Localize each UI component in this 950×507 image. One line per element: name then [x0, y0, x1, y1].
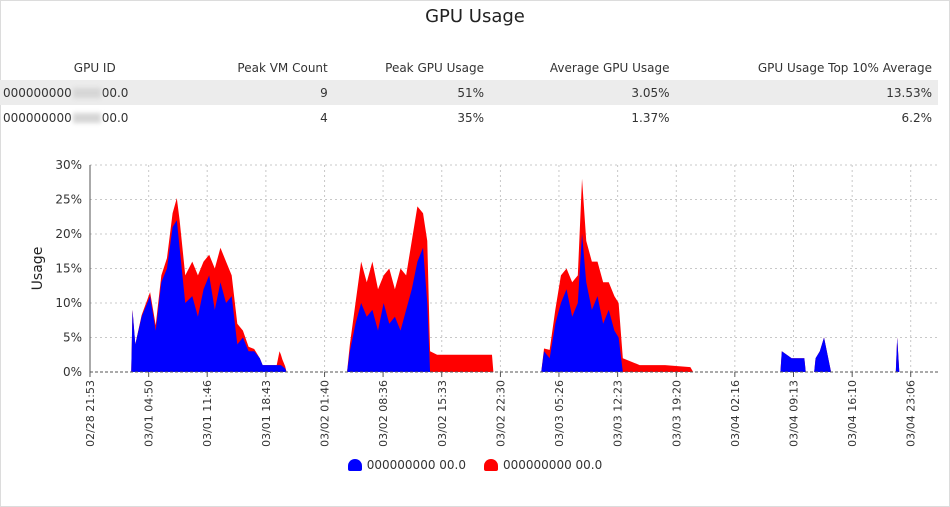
legend-swatch-series-1 — [347, 459, 362, 471]
table-header-row: GPU ID Peak VM Count Peak GPU Usage Aver… — [0, 56, 938, 80]
legend-swatch-series-2 — [484, 459, 498, 471]
chart-legend: 000000000 00.0 000000000 00.0 — [0, 458, 950, 472]
peak-vm-count-cell: 4 — [320, 110, 328, 125]
area-series-2 — [131, 178, 900, 372]
x-tick-label: 03/03 19:20 — [670, 380, 683, 447]
y-tick-label: 0% — [63, 365, 82, 379]
y-tick-label: 25% — [55, 193, 82, 207]
y-tick-label: 10% — [55, 296, 82, 310]
y-tick-label: 20% — [55, 227, 82, 241]
x-tick-label: 03/01 11:46 — [201, 380, 214, 447]
y-tick-label: 30% — [55, 158, 82, 172]
average-gpu-usage-cell: 1.37% — [631, 110, 670, 125]
column-header-top10-average: GPU Usage Top 10% Average — [757, 61, 932, 75]
x-tick-label: 03/04 09:13 — [788, 380, 801, 447]
y-tick-label: 15% — [55, 262, 82, 276]
redacted-id-segment — [72, 113, 101, 123]
table-row[interactable]: 000000000 00.0 4 35% 1.37% 6.2% — [0, 105, 938, 130]
column-header-peak-vm-count: Peak VM Count — [237, 61, 328, 75]
column-header-average-gpu-usage: Average GPU Usage — [549, 61, 670, 75]
x-tick-label: 03/02 15:33 — [436, 380, 449, 447]
peak-gpu-usage-cell: 35% — [457, 110, 484, 125]
x-tick-label: 03/03 12:23 — [612, 380, 625, 447]
x-tick-label: 03/04 23:06 — [905, 380, 918, 447]
x-tick-label: 03/02 01:40 — [319, 380, 332, 447]
top10-average-cell: 13.53% — [675, 80, 938, 105]
gpu-summary-table: GPU ID Peak VM Count Peak GPU Usage Aver… — [0, 56, 938, 130]
legend-label-series-2: 000000000 00.0 — [503, 458, 603, 472]
x-tick-label: 03/03 05:26 — [553, 380, 566, 447]
x-tick-label: 03/02 08:36 — [377, 380, 390, 447]
gpu-id-cell: 000000000 00.0 — [0, 80, 190, 105]
page-title: GPU Usage — [425, 6, 525, 27]
average-gpu-usage-cell: 3.05% — [489, 80, 676, 105]
x-tick-label: 03/04 02:16 — [729, 380, 742, 447]
table-row[interactable]: 000000000 00.0 9 51% 3.05% 13.53% — [0, 80, 938, 105]
x-tick-label: 03/04 16:10 — [846, 380, 859, 447]
top10-average-cell: 6.2% — [901, 110, 933, 125]
x-tick-label: 02/28 21:53 — [84, 380, 97, 447]
y-axis-label: Usage — [30, 247, 46, 291]
column-header-gpu-id: GPU ID — [73, 61, 116, 75]
x-tick-label: 03/02 22:30 — [494, 380, 507, 447]
legend-label-series-1: 000000000 00.0 — [366, 458, 466, 472]
redacted-id-segment — [72, 88, 101, 98]
column-header-peak-gpu-usage: Peak GPU Usage — [385, 61, 484, 75]
x-tick-label: 03/01 18:43 — [260, 380, 273, 447]
x-tick-label: 03/01 04:50 — [143, 380, 156, 447]
legend-item-series-1[interactable]: 000000000 00.0 — [347, 458, 466, 472]
legend-item-series-2[interactable]: 000000000 00.0 — [484, 458, 602, 472]
gpu-usage-chart: 0% 5% 10% 15% 20% 25% 30% 02/28 21:53 03/01 04:5… — [30, 158, 938, 447]
area-series-1 — [131, 220, 900, 372]
peak-vm-count-cell: 9 — [189, 80, 334, 105]
y-tick-label: 5% — [63, 331, 82, 345]
gpu-id-cell: 000000000 00.0 — [3, 110, 129, 125]
peak-gpu-usage-cell: 51% — [333, 80, 490, 105]
